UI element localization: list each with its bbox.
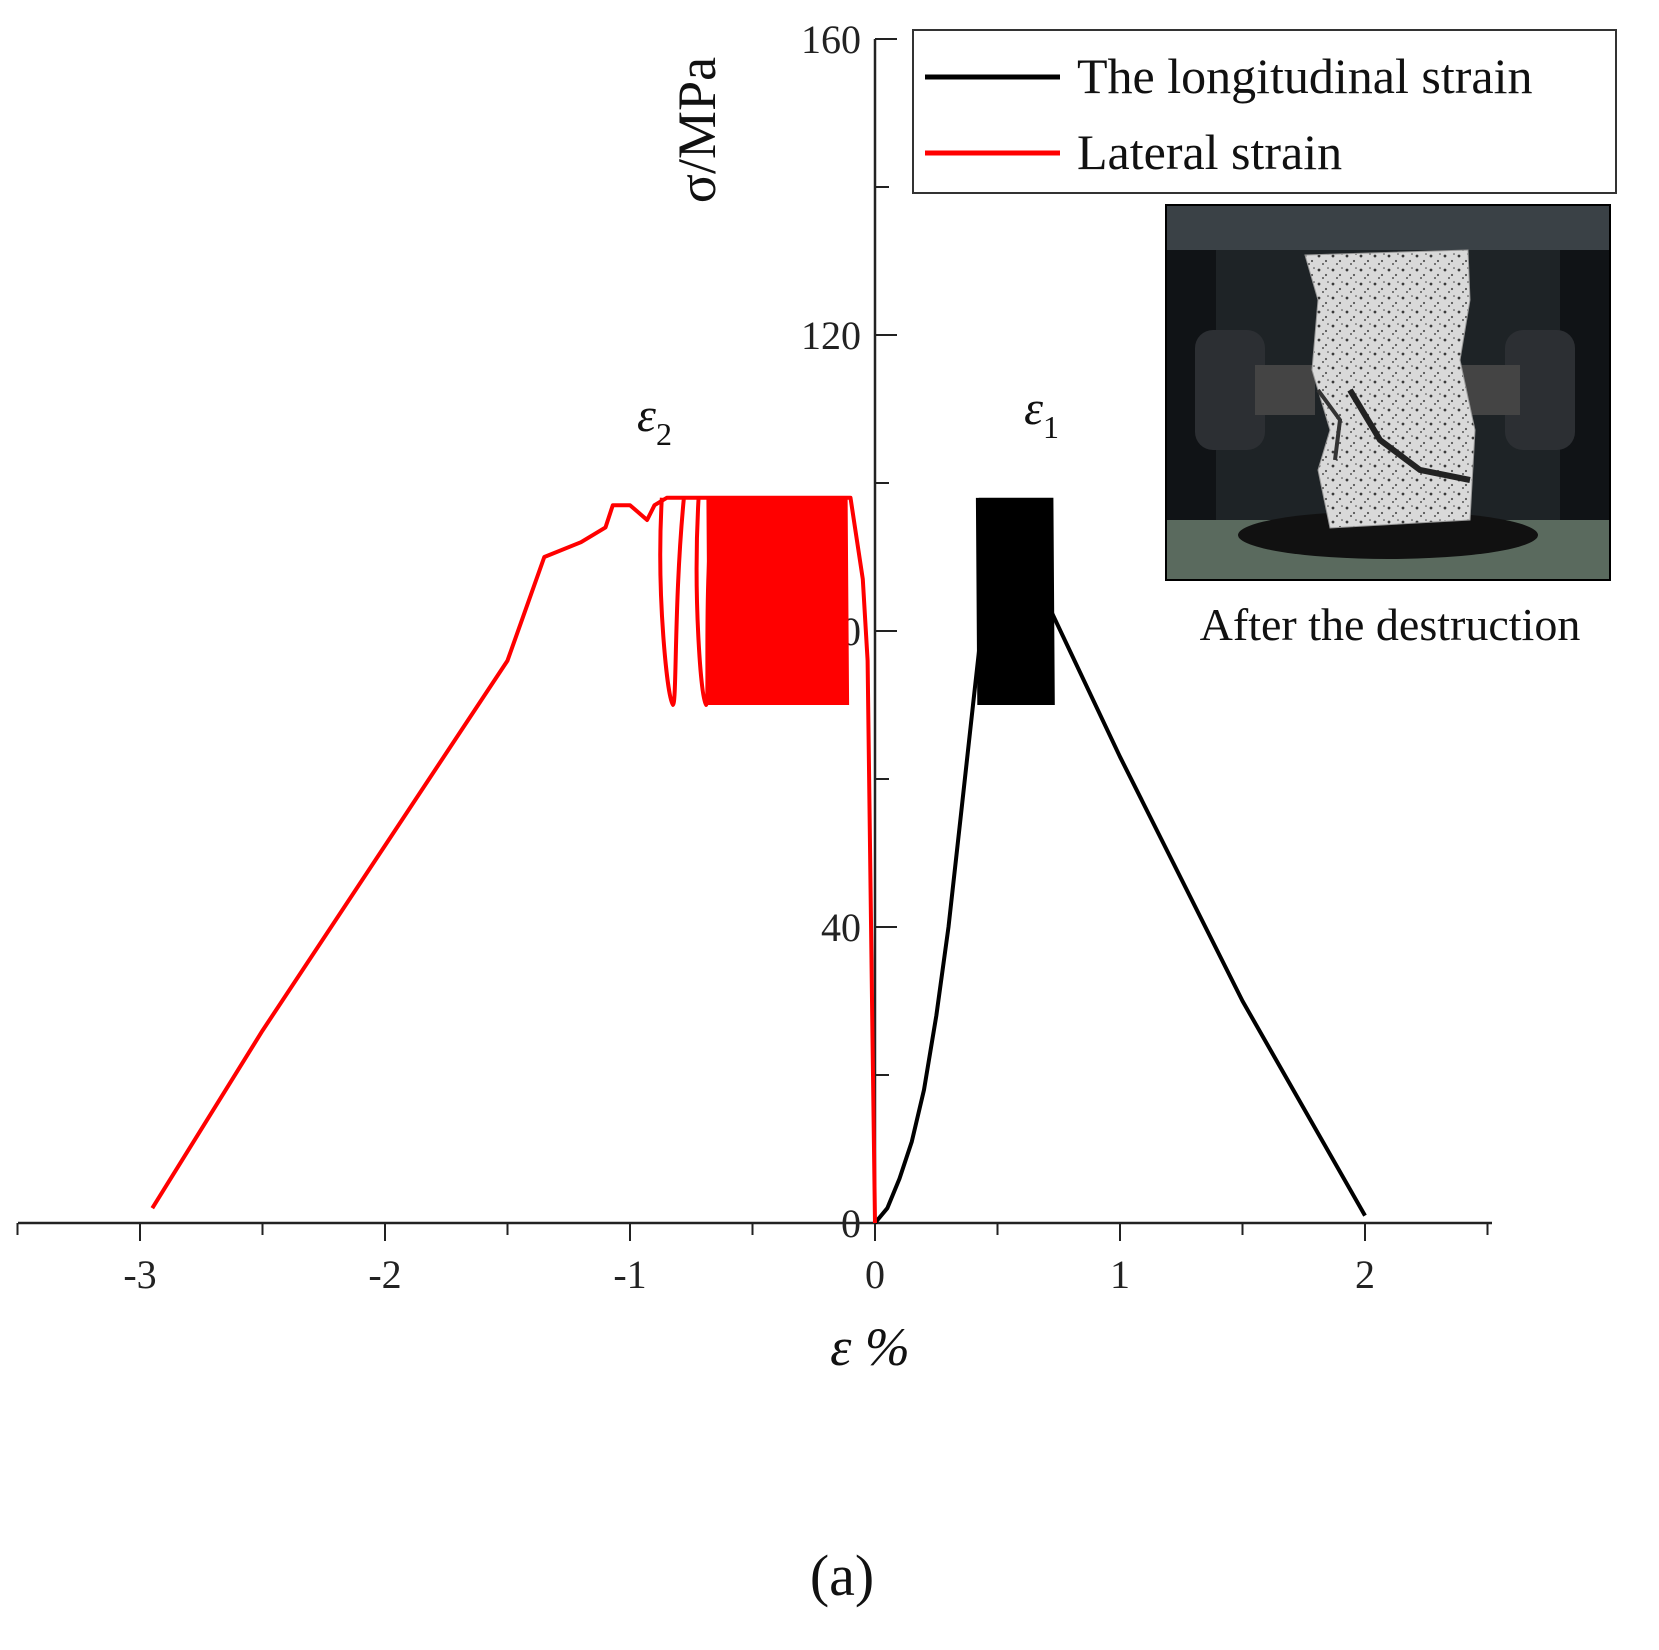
x-axis-title: ε % [830, 1317, 910, 1377]
tick-labels: -3-2-101204080120160 [123, 17, 1375, 1297]
x-tick-label: 2 [1355, 1252, 1375, 1297]
x-tick-label: 0 [865, 1252, 885, 1297]
legend: The longitudinal strain Lateral strain [912, 29, 1617, 194]
y-tick-label: 0 [841, 1201, 861, 1246]
annotation-epsilon-2: ε2 [637, 389, 672, 452]
series-longitudinal [873, 497, 1367, 1225]
x-tick-label: -3 [123, 1252, 156, 1297]
series-layer [150, 495, 1367, 1225]
y-tick-label: 40 [821, 905, 861, 950]
legend-label-lateral: Lateral strain [1077, 124, 1342, 180]
tick-marks [16, 38, 1489, 1241]
series-lateral [150, 495, 877, 1224]
series-line [873, 599, 1367, 1225]
x-tick-label: 1 [1110, 1252, 1130, 1297]
hysteresis-loop [694, 497, 716, 708]
legend-box [912, 29, 1617, 194]
annotations: ε2 ε1 [637, 382, 1059, 452]
hysteresis-loop [658, 497, 686, 708]
y-tick-label: 160 [801, 17, 861, 62]
annotation-epsilon-1: ε1 [1024, 382, 1059, 445]
x-tick-label: -1 [613, 1252, 646, 1297]
legend-label-longitudinal: The longitudinal strain [1077, 48, 1532, 104]
x-tick-label: -2 [368, 1252, 401, 1297]
cycle-band-fill [712, 501, 842, 701]
inset-caption: After the destruction [1200, 599, 1581, 650]
y-tick-label: 120 [801, 313, 861, 358]
y-axis-title: σ/MPa [667, 57, 727, 203]
panel-label: (a) [810, 1543, 874, 1608]
specimen-photo [1165, 204, 1611, 581]
series-line [150, 495, 877, 1224]
